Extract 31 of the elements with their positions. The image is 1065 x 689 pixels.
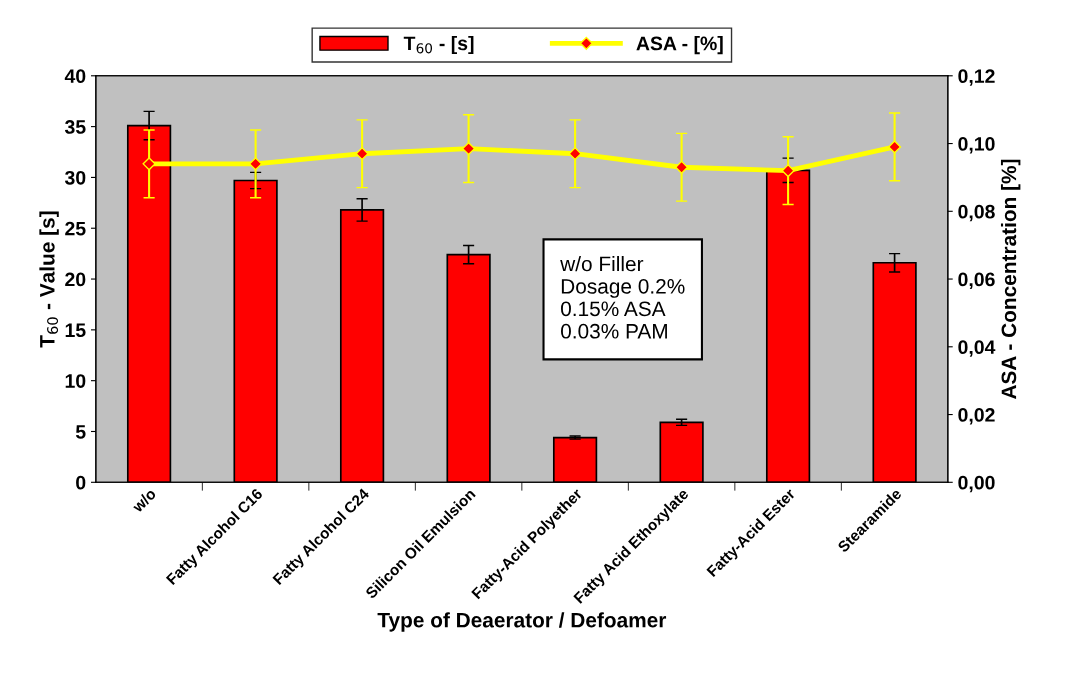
legend-label: ASA - [%]	[636, 36, 723, 55]
point	[568, 147, 582, 161]
y-tick-label: 35	[64, 120, 86, 134]
y-tick-label: 30	[64, 170, 86, 185]
y-tick-label: 40	[64, 69, 86, 84]
y2-tick-label: 0,10	[958, 137, 995, 154]
point	[249, 157, 263, 171]
y-tick-label: 5	[75, 425, 86, 439]
point	[888, 140, 902, 154]
y2-tick-label: 0,04	[958, 340, 996, 357]
point	[675, 160, 689, 174]
y2-tick-label: 0,12	[958, 69, 995, 86]
legend-label: T$_{60}$ - [s]	[403, 35, 474, 55]
y-axis-title: T$_{60}$ - Value [s]	[39, 211, 59, 348]
x-tick-label: w/o	[131, 487, 157, 514]
y-tick-label: 15	[65, 323, 86, 338]
point	[781, 164, 795, 178]
point	[355, 147, 369, 161]
y-tick-label: 20	[65, 272, 86, 287]
y2-tick-label: 0,08	[958, 204, 995, 222]
y2-tick-label: 0,06	[958, 272, 995, 290]
y-tick-label: 10	[65, 374, 86, 388]
y2-tick-label: 0,02	[958, 408, 995, 425]
y-tick-label: 25	[65, 221, 86, 236]
annotation: w/o Filler Dosage 0.2% 0.15% ASA 0.03% PAM	[560, 256, 685, 339]
y2-axis-title: ASA - Concentration [%]	[1000, 159, 1021, 400]
x-axis-title: Type of Deaerator / Defoamer	[377, 612, 667, 632]
point	[142, 157, 156, 171]
point	[462, 142, 476, 156]
y2-tick-label: 0,00	[958, 475, 995, 493]
y-tick-label: 0	[76, 475, 86, 490]
